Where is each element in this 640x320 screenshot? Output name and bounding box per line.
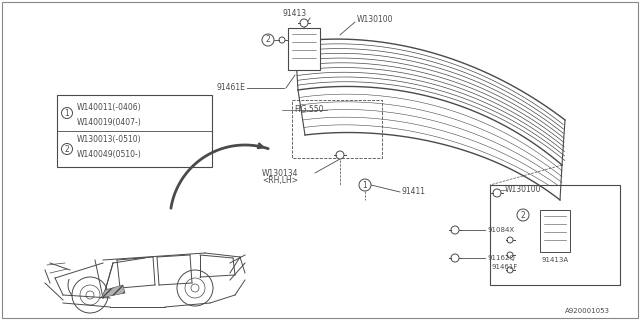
- Text: 2: 2: [520, 211, 525, 220]
- Text: W140049(0510-): W140049(0510-): [77, 149, 141, 158]
- Text: 91084X: 91084X: [487, 227, 514, 233]
- Text: <RH,LH>: <RH,LH>: [262, 177, 298, 186]
- Text: 1: 1: [363, 180, 367, 189]
- Text: 2: 2: [266, 36, 270, 44]
- Text: A920001053: A920001053: [565, 308, 610, 314]
- Circle shape: [191, 284, 199, 292]
- Circle shape: [86, 291, 94, 299]
- Circle shape: [359, 179, 371, 191]
- Circle shape: [279, 37, 285, 43]
- Circle shape: [507, 267, 513, 273]
- Text: W130134: W130134: [262, 169, 298, 178]
- Circle shape: [80, 285, 100, 305]
- Bar: [57, 95, 212, 167]
- Bar: [288, 28, 320, 70]
- Circle shape: [451, 254, 459, 262]
- Circle shape: [300, 19, 308, 27]
- Circle shape: [177, 270, 213, 306]
- Circle shape: [72, 277, 108, 313]
- Circle shape: [336, 151, 344, 159]
- Bar: [490, 185, 620, 285]
- Bar: [292, 100, 382, 158]
- Text: 91461E: 91461E: [216, 84, 245, 92]
- Circle shape: [61, 143, 72, 155]
- Circle shape: [262, 34, 274, 46]
- Text: FIG.550: FIG.550: [294, 106, 323, 115]
- Circle shape: [61, 108, 72, 118]
- Text: 91162Q: 91162Q: [487, 255, 515, 261]
- Text: 2: 2: [65, 145, 69, 154]
- Circle shape: [493, 189, 501, 197]
- Text: 91413A: 91413A: [542, 257, 569, 263]
- Circle shape: [507, 252, 513, 258]
- Text: W140011(-0406): W140011(-0406): [77, 103, 141, 112]
- Text: 91411: 91411: [402, 188, 426, 196]
- Circle shape: [451, 226, 459, 234]
- Polygon shape: [100, 285, 125, 298]
- Text: W130013(-0510): W130013(-0510): [77, 135, 141, 144]
- Bar: [540, 210, 570, 252]
- Text: W140019(0407-): W140019(0407-): [77, 118, 141, 127]
- Circle shape: [517, 209, 529, 221]
- Text: W130100: W130100: [357, 15, 394, 25]
- Circle shape: [507, 237, 513, 243]
- Text: W130100: W130100: [505, 186, 541, 195]
- Circle shape: [185, 278, 205, 298]
- Text: 91413: 91413: [283, 9, 307, 18]
- Text: 1: 1: [65, 108, 69, 117]
- Text: 91461F: 91461F: [492, 264, 518, 270]
